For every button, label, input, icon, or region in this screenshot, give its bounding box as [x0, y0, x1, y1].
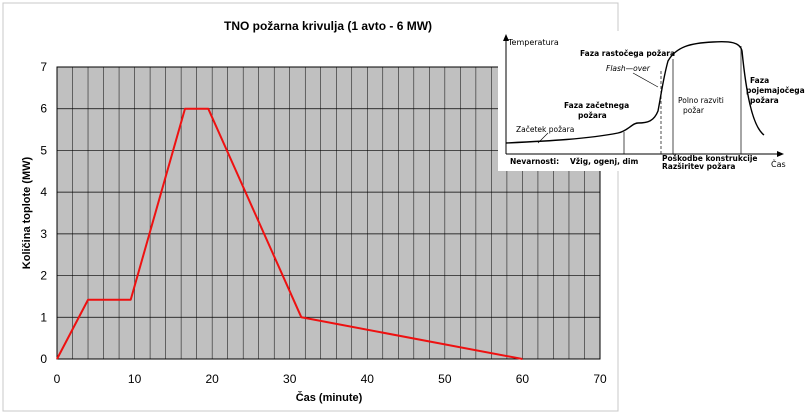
inset-y-label: Temperatura	[507, 38, 559, 47]
x-tick-label: 10	[128, 372, 142, 386]
zacetek-pointer	[537, 132, 549, 144]
flash-over-pointer	[632, 72, 659, 88]
label-razsiritev: Razširitev požara	[662, 162, 735, 171]
grid-lines	[57, 67, 600, 359]
label-nevarnosti: Nevarnosti:	[510, 157, 559, 166]
label-faza-rastocega: Faza rastočega požara	[580, 49, 675, 58]
inset-y-arrow	[503, 34, 509, 41]
y-tick-label: 5	[40, 143, 47, 157]
y-tick-label: 3	[40, 227, 47, 241]
y-tick-label: 7	[40, 60, 47, 74]
x-tick-label: 70	[593, 372, 607, 386]
label-zacetek-pozara: Začetek požara	[516, 125, 574, 134]
x-axis-ticks: 0 10 20 30 40 50 60 70	[54, 372, 607, 386]
label-vzig-ogenj-dim: Vžig, ogenj, dim	[570, 157, 638, 166]
label-faza-pojemajocega-3: požara	[750, 96, 779, 105]
heat-release-line	[56, 107, 523, 360]
x-tick-label: 30	[283, 372, 297, 386]
x-tick-label: 40	[361, 372, 375, 386]
x-tick-label: 60	[516, 372, 530, 386]
x-tick-label: 50	[438, 372, 452, 386]
label-faza-zacetnega: Faza začetnega	[564, 101, 629, 110]
label-faza-zacetnega-2: požara	[578, 111, 607, 120]
fire-phases-inset: Temperatura Čas Faza rastočega požara Fl…	[498, 31, 805, 171]
inset-x-arrow	[777, 151, 784, 157]
y-tick-label: 4	[40, 185, 47, 199]
y-tick-label: 1	[40, 310, 47, 324]
y-tick-label: 2	[40, 269, 47, 283]
y-axis-label: Količina toplote (MW)	[21, 156, 33, 269]
y-axis-ticks: 0 1 2 3 4 5 6 7	[40, 60, 47, 366]
y-tick-label: 0	[40, 352, 47, 366]
label-polno-razviti: Polno razviti	[678, 96, 724, 105]
label-flash-over: Flash—over	[606, 64, 651, 73]
x-tick-label: 0	[54, 372, 61, 386]
label-faza-pojemajocega-2: pojemajočega	[746, 86, 805, 95]
label-faza-pojemajocega: Faza	[750, 76, 769, 85]
inset-temperature-curve	[505, 41, 765, 144]
y-tick-label: 6	[40, 102, 47, 116]
label-poskodbe: Poškodbe konstrukcije	[662, 154, 758, 163]
x-tick-label: 20	[205, 372, 219, 386]
chart-title: TNO požarna krivulja (1 avto - 6 MW)	[224, 19, 432, 33]
inset-x-label: Čas	[771, 158, 786, 169]
label-polno-razviti-2: požar	[683, 106, 705, 115]
x-axis-label: Čas (minute)	[296, 391, 363, 404]
